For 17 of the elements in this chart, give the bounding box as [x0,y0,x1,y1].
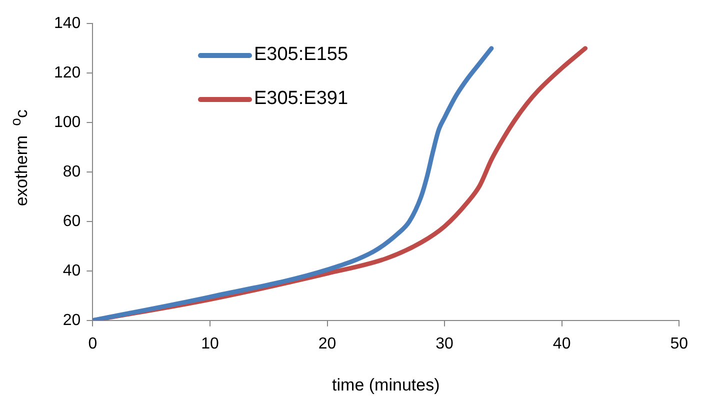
legend-label: E305:E155 [254,44,348,66]
line-series [92,46,494,320]
legend-label: E305:E391 [254,88,348,110]
y-tick-label: 80 [62,163,81,180]
y-tick-label: 60 [62,212,81,230]
x-tick-label: 40 [552,335,571,352]
x-tick-label: 20 [318,335,336,352]
x-tick-label: 30 [436,335,454,352]
x-tick-label: 0 [88,335,98,352]
x-tick-label: 10 [201,335,219,352]
x-axis-title: time (minutes) [332,375,440,394]
y-tick-label: 140 [54,15,81,32]
y-tick-label: 40 [62,262,81,280]
x-tick-label: 50 [670,335,688,352]
y-tick-label: 20 [62,312,81,329]
y-tick-label: 100 [54,114,81,131]
y-tick-label: 120 [54,64,81,82]
